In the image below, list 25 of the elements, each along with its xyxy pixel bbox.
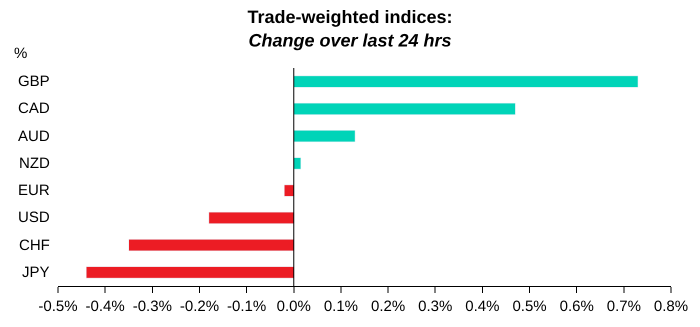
y-tick-label: EUR <box>18 182 50 199</box>
x-tick-label: 0.2% <box>370 298 406 315</box>
x-tick-label: 0.7% <box>606 298 641 315</box>
chart-title: Trade-weighted indices: <box>247 6 453 27</box>
x-tick-label: -0.2% <box>180 298 220 315</box>
y-tick-label: JPY <box>22 264 50 281</box>
x-tick-label: 0.4% <box>465 298 500 315</box>
y-tick-label: CHF <box>19 237 50 254</box>
x-tick-label: 0.5% <box>512 298 547 315</box>
x-tick-label: -0.3% <box>132 298 172 315</box>
y-tick-label: GBP <box>18 73 50 90</box>
x-tick-label: -0.4% <box>86 298 125 315</box>
y-tick-label: NZD <box>19 155 50 172</box>
y-tick-label: USD <box>18 209 50 226</box>
x-tick-label: -0.1% <box>227 298 266 315</box>
x-tick-label: -0.5% <box>38 298 78 315</box>
chart-subtitle: Change over last 24 hrs <box>248 30 452 50</box>
x-tick-label: 0.3% <box>418 298 452 315</box>
y-tick-label: CAD <box>18 100 50 117</box>
x-tick-label: 0.8% <box>654 298 688 315</box>
x-tick-label: 0.0% <box>276 298 311 315</box>
x-tick-label: 0.1% <box>324 298 358 315</box>
x-tick-label: 0.6% <box>560 298 594 315</box>
y-tick-label: AUD <box>18 128 50 145</box>
y-axis-title: % <box>14 45 28 62</box>
